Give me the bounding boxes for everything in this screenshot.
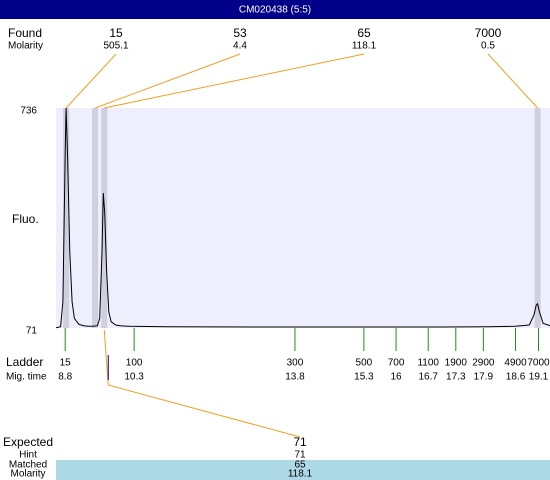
peak-connector (487, 53, 538, 109)
ladder-size: 500 (356, 358, 373, 369)
match-connector (103, 329, 301, 438)
found-size: 53 (233, 26, 247, 40)
ladder-size: 100 (126, 358, 143, 369)
peak-connector (104, 53, 365, 109)
found-label: Found (8, 26, 42, 40)
ladder-size: 2900 (472, 358, 495, 369)
chart-title: CM020438 (5:5) (239, 5, 311, 16)
y-tick-label: 71 (26, 326, 38, 337)
found-size: 15 (109, 26, 123, 40)
found-molarity: 505.1 (103, 41, 128, 52)
ladder-label: Ladder (6, 355, 43, 369)
ladder-size: 1100 (417, 358, 439, 369)
found-molarity: 4.4 (233, 41, 247, 52)
ladder-time: 8.8 (58, 372, 72, 383)
molarity-label: Molarity (8, 41, 43, 52)
found-size: 7000 (475, 26, 502, 40)
ladder-size: 7000 (527, 358, 550, 369)
expected-label: Molarity (10, 469, 45, 480)
ladder-size: 700 (388, 358, 405, 369)
expected-label: Matched (9, 460, 47, 471)
ladder-time: 15.3 (354, 372, 374, 383)
expected-value: 71 (293, 435, 307, 449)
ladder-time: 17.9 (474, 372, 494, 383)
peak-band (534, 108, 541, 328)
ladder-time: 16.7 (418, 372, 438, 383)
expected-label: Expected (3, 435, 53, 449)
expected-value: 71 (294, 450, 306, 461)
ladder-time: 17.3 (446, 372, 466, 383)
y-tick-label: 736 (20, 106, 37, 117)
expected-label: Hint (19, 450, 37, 461)
time-label: Mig. time (6, 372, 47, 383)
expected-value: 65 (294, 460, 306, 471)
found-size: 65 (357, 26, 371, 40)
ladder-time: 19.1 (529, 372, 549, 383)
ladder-size: 15 (60, 358, 72, 369)
ladder-time: 13.8 (285, 372, 305, 383)
peak-band (92, 108, 99, 328)
y-axis-title: Fluo. (12, 212, 39, 226)
ladder-size: 1900 (445, 358, 468, 369)
peak-band (63, 108, 70, 328)
peak-connector (65, 53, 117, 109)
expected-value: 118.1 (288, 469, 313, 480)
peak-band (101, 108, 108, 328)
matched-bar (56, 460, 550, 480)
title-bar (0, 0, 550, 19)
plot-area (56, 108, 550, 328)
ladder-size: 4900 (504, 358, 527, 369)
ladder-time: 16 (390, 372, 402, 383)
ladder-time: 18.6 (506, 372, 526, 383)
found-molarity: 118.1 (352, 41, 377, 52)
ladder-time: 10.3 (124, 372, 144, 383)
peak-connector (94, 53, 241, 109)
found-molarity: 0.5 (481, 41, 495, 52)
trace-line (55, 107, 550, 329)
ladder-size: 300 (287, 358, 304, 369)
